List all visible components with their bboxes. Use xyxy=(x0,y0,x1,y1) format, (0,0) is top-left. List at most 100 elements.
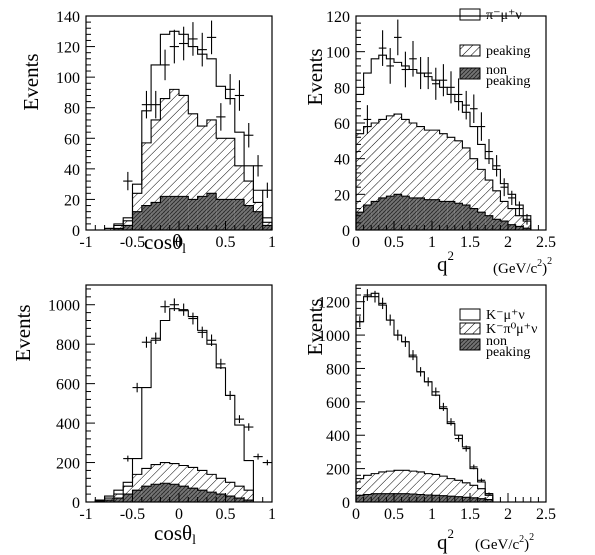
bar-peaking xyxy=(197,470,207,502)
bar-peaking xyxy=(225,138,235,230)
bar-nonpeaking xyxy=(132,211,142,230)
data-point xyxy=(386,48,394,84)
y-tick-label: 0 xyxy=(342,495,350,512)
bar-nonpeaking xyxy=(485,499,493,502)
bar-peaking xyxy=(141,468,152,502)
series-line-hatched xyxy=(86,88,273,231)
bar-nonpeaking xyxy=(225,199,235,230)
bar-nonpeaking xyxy=(439,201,448,230)
y-tick-label: 400 xyxy=(326,428,350,445)
bar-peaking xyxy=(477,169,486,230)
legend-swatch-peaking xyxy=(459,322,481,335)
bar-nonpeaking xyxy=(401,196,410,230)
data-point xyxy=(206,334,217,346)
data-point xyxy=(179,303,189,316)
y-tick-label: 600 xyxy=(56,377,80,394)
data-point xyxy=(523,213,531,225)
y-tick-label: 60 xyxy=(64,131,80,148)
legend-label-peaking: peaking xyxy=(486,44,530,59)
bar-peaking xyxy=(386,471,394,502)
series-line-hatched xyxy=(86,461,272,503)
y-tick-label: 20 xyxy=(334,187,350,204)
y-tick-label: 200 xyxy=(326,462,350,479)
data-point xyxy=(485,139,493,165)
data-point xyxy=(386,314,394,326)
bar-peaking xyxy=(432,474,440,502)
data-point xyxy=(470,464,478,470)
data-point xyxy=(447,71,455,104)
data-point xyxy=(447,418,455,426)
data-point xyxy=(234,80,245,111)
bar-peaking xyxy=(244,490,254,502)
data-point xyxy=(188,312,198,325)
plot-frame xyxy=(355,284,547,503)
data-point xyxy=(216,103,226,131)
bar-nonpeaking xyxy=(470,497,478,502)
bar-nonpeaking xyxy=(206,193,217,230)
data-point xyxy=(363,105,372,134)
bar-nonpeaking xyxy=(447,496,455,502)
bar-nonpeaking xyxy=(432,199,440,230)
legend-label-peaking: K⁻π⁰μ⁺ν xyxy=(486,322,537,337)
data-point xyxy=(500,178,508,197)
bar-peaking xyxy=(151,464,161,502)
data-point xyxy=(262,459,272,466)
y-tick-label: 200 xyxy=(56,456,80,473)
bar-nonpeaking xyxy=(169,196,179,230)
x-tick-label: 1.5 xyxy=(460,234,480,251)
bar-nonpeaking xyxy=(216,494,226,502)
data-point xyxy=(234,415,245,424)
y-tick-label: 1200 xyxy=(318,295,350,312)
bar-nonpeaking xyxy=(386,196,394,230)
x-tick-label: -0.5 xyxy=(120,506,145,523)
bar-peaking xyxy=(462,147,470,230)
bar-peaking xyxy=(508,208,516,230)
data-point xyxy=(409,350,417,361)
data-point xyxy=(141,90,152,119)
bar-nonpeaking xyxy=(253,211,263,230)
data-point xyxy=(197,32,207,67)
data-point xyxy=(253,453,263,460)
y-tick-label: 80 xyxy=(64,101,80,118)
data-point xyxy=(262,182,272,198)
chart-top-right: Events q2 (GeV/c2)2 π⁻μ⁺ν peaking non pea… xyxy=(303,8,556,277)
data-point xyxy=(151,332,161,344)
bar-nonpeaking xyxy=(188,488,198,502)
bar-peaking xyxy=(371,123,379,230)
plot-area xyxy=(86,298,272,503)
legend-swatch-nonpeaking xyxy=(459,67,481,80)
bar-peaking xyxy=(378,119,387,230)
data-point xyxy=(371,290,379,303)
data-point xyxy=(470,94,478,123)
bar-nonpeaking xyxy=(485,215,493,230)
bar-nonpeaking xyxy=(234,498,245,502)
bar-nonpeaking xyxy=(160,196,170,230)
x-tick-label: 0 xyxy=(352,506,360,523)
y-axis-label: Events xyxy=(19,53,43,110)
data-point xyxy=(160,300,170,313)
data-point xyxy=(477,112,486,141)
bar-peaking xyxy=(401,119,410,230)
bar-peaking xyxy=(439,133,448,230)
data-point xyxy=(462,90,470,120)
bar-peaking xyxy=(160,462,170,502)
bar-nonpeaking xyxy=(508,224,516,230)
bar-peaking xyxy=(386,115,394,230)
x-tick-label: 2.5 xyxy=(536,506,556,523)
series-line-crosshatched xyxy=(355,193,546,231)
y-tick-label: 120 xyxy=(56,40,80,57)
bar-peaking xyxy=(409,123,417,230)
data-point xyxy=(123,171,133,191)
bar-peaking xyxy=(477,488,486,502)
bar-peaking xyxy=(216,138,226,230)
data-point xyxy=(123,455,133,462)
data-point xyxy=(188,22,198,56)
legend-label-nonpeaking: non peaking xyxy=(486,63,530,89)
y-tick-label: 1000 xyxy=(318,328,350,345)
bar-nonpeaking xyxy=(262,225,272,230)
data-point xyxy=(378,30,387,66)
bar-peaking xyxy=(416,126,425,230)
data-point xyxy=(439,402,448,411)
legend-swatch-total xyxy=(459,8,481,21)
bar-nonpeaking xyxy=(225,496,235,502)
